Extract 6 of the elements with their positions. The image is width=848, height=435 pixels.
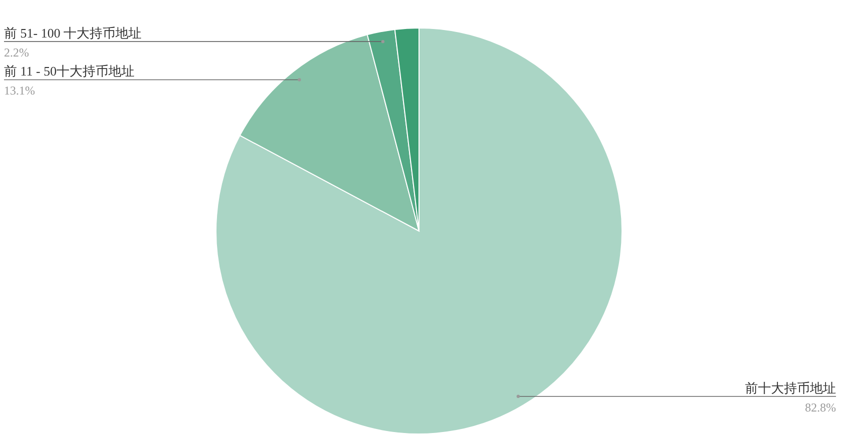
slice-label: 前十大持币地址 (745, 380, 836, 396)
slice-label: 前 11 - 50十大持币地址 (4, 64, 135, 79)
slice-label: 前 51- 100 十大持币地址 (4, 26, 142, 41)
data-label: 13.1% (4, 84, 35, 98)
data-label: 2.2% (4, 46, 29, 60)
data-label: 82.8% (805, 400, 836, 414)
